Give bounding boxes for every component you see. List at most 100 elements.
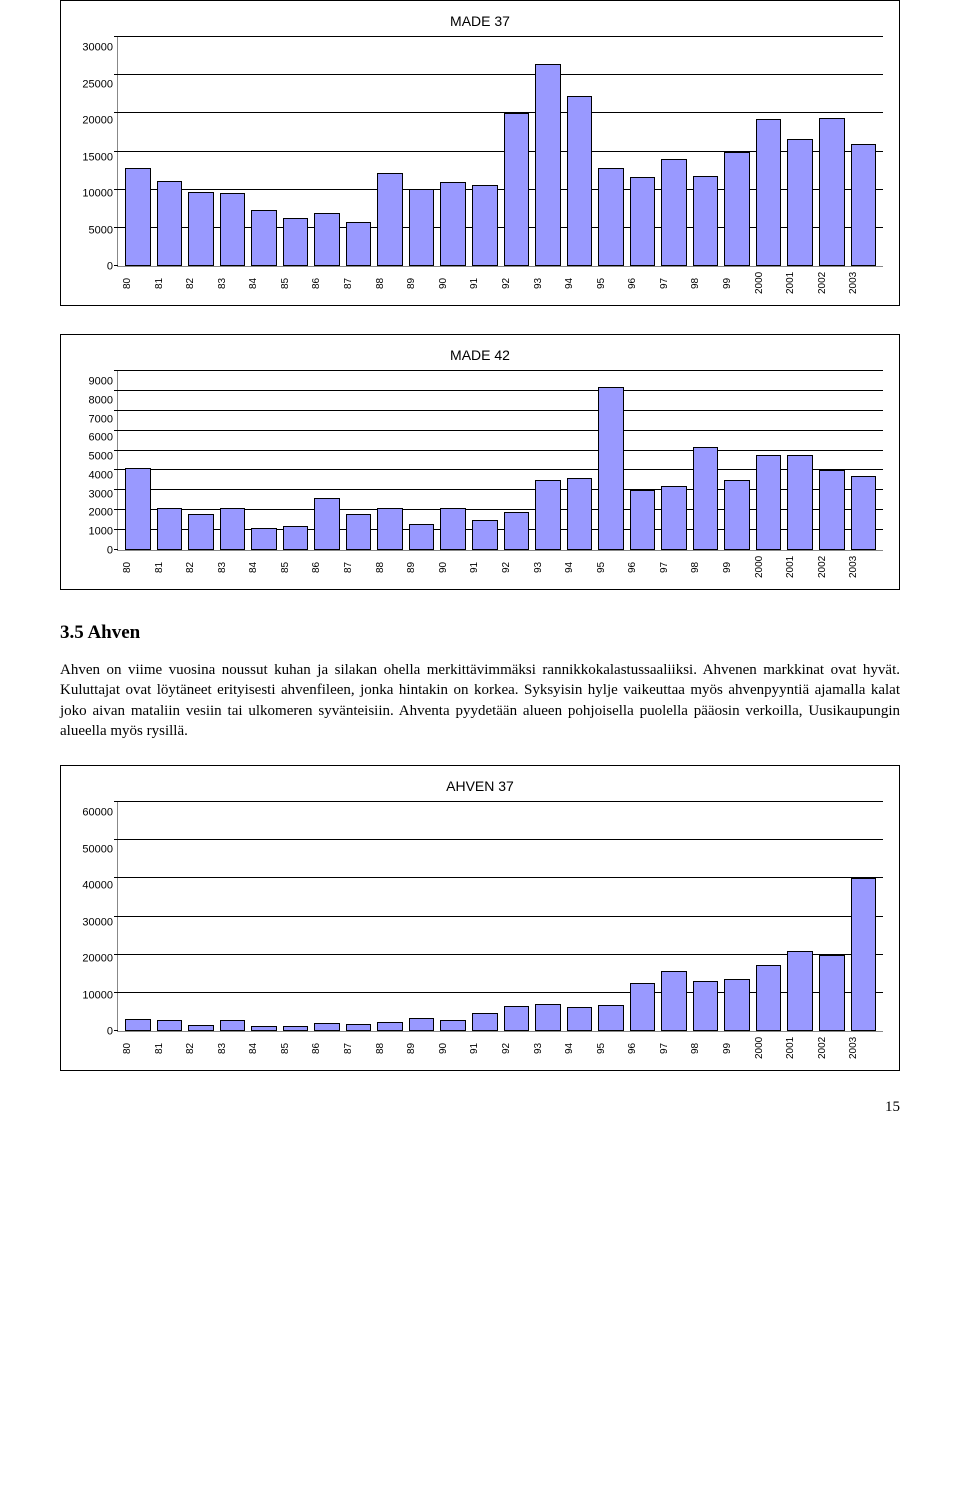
bar xyxy=(819,118,845,266)
bar xyxy=(409,189,435,266)
y-axis-label: 30000 xyxy=(77,43,113,54)
bar xyxy=(567,96,593,266)
x-axis-label: 98 xyxy=(691,269,719,297)
chart-x-axis: 8081828384858687888990919293949596979899… xyxy=(117,269,883,297)
y-axis-label: 30000 xyxy=(77,917,113,928)
bar xyxy=(472,185,498,266)
y-axis-label: 5000 xyxy=(77,452,113,463)
x-axis-label: 98 xyxy=(691,1034,719,1062)
bar xyxy=(693,981,719,1031)
x-axis-label: 89 xyxy=(407,269,435,297)
x-axis-label: 91 xyxy=(470,1034,498,1062)
x-axis-label: 82 xyxy=(186,269,214,297)
x-axis-label: 86 xyxy=(312,269,340,297)
bar xyxy=(409,524,435,550)
x-axis-label: 90 xyxy=(439,269,467,297)
bar xyxy=(598,168,624,266)
bar xyxy=(188,514,214,550)
y-axis-label: 10000 xyxy=(77,990,113,1001)
x-axis-label: 90 xyxy=(439,1034,467,1062)
bar xyxy=(661,159,687,266)
x-axis-label: 85 xyxy=(281,553,309,581)
x-axis-label: 87 xyxy=(344,269,372,297)
x-axis-label: 97 xyxy=(660,269,688,297)
bar xyxy=(724,979,750,1031)
body-paragraph: Ahven on viime vuosina noussut kuhan ja … xyxy=(60,660,900,741)
chart-title: AHVEN 37 xyxy=(77,778,883,794)
y-axis-label: 6000 xyxy=(77,433,113,444)
bar xyxy=(756,119,782,266)
bar xyxy=(535,64,561,266)
bar xyxy=(125,1019,151,1031)
y-axis-label: 0 xyxy=(77,1027,113,1038)
bar xyxy=(251,1026,277,1031)
bar xyxy=(661,971,687,1031)
x-axis-label: 2003 xyxy=(849,553,877,581)
y-axis-label: 7000 xyxy=(77,414,113,425)
x-axis-label: 99 xyxy=(723,553,751,581)
bar xyxy=(188,1025,214,1031)
bars-container xyxy=(118,371,883,550)
bar xyxy=(314,213,340,266)
bar xyxy=(472,520,498,550)
bar xyxy=(157,1020,183,1031)
x-axis-label: 89 xyxy=(407,1034,435,1062)
bar xyxy=(220,1020,246,1031)
bar xyxy=(787,951,813,1031)
y-axis-label: 10000 xyxy=(77,189,113,200)
bar xyxy=(283,526,309,550)
x-axis-label: 2001 xyxy=(786,269,814,297)
bar xyxy=(756,965,782,1031)
x-axis-label: 81 xyxy=(155,269,183,297)
x-axis-label: 92 xyxy=(502,1034,530,1062)
chart-plot-wrap: 0100002000030000400005000060000 xyxy=(77,802,883,1032)
y-axis-label: 25000 xyxy=(77,79,113,90)
x-axis-label: 84 xyxy=(249,553,277,581)
x-axis-label: 99 xyxy=(723,269,751,297)
x-axis-label: 93 xyxy=(534,553,562,581)
x-axis-label: 83 xyxy=(218,269,246,297)
x-axis-label: 85 xyxy=(281,1034,309,1062)
x-axis-label: 2003 xyxy=(849,1034,877,1062)
bar xyxy=(283,218,309,266)
x-axis-label: 90 xyxy=(439,553,467,581)
y-axis-label: 4000 xyxy=(77,470,113,481)
x-axis-label: 86 xyxy=(312,1034,340,1062)
x-axis-label: 82 xyxy=(186,1034,214,1062)
bar xyxy=(630,177,656,266)
x-axis-label: 2000 xyxy=(755,1034,783,1062)
bar xyxy=(535,480,561,550)
chart-title: MADE 42 xyxy=(77,347,883,363)
x-axis-label: 96 xyxy=(628,553,656,581)
x-axis-label: 96 xyxy=(628,269,656,297)
bar xyxy=(125,168,151,266)
y-axis-label: 0 xyxy=(77,545,113,556)
x-axis-label: 89 xyxy=(407,553,435,581)
bar xyxy=(409,1018,435,1031)
bar xyxy=(693,447,719,550)
x-axis-label: 97 xyxy=(660,1034,688,1062)
y-axis-label: 0 xyxy=(77,262,113,273)
page-number: 15 xyxy=(60,1099,900,1116)
bar xyxy=(283,1026,309,1031)
x-axis-label: 99 xyxy=(723,1034,751,1062)
bar xyxy=(787,455,813,550)
x-axis-label: 95 xyxy=(597,1034,625,1062)
bar xyxy=(220,508,246,550)
y-axis-label: 50000 xyxy=(77,844,113,855)
chart-ahven37: AHVEN 37 0100002000030000400005000060000… xyxy=(60,765,900,1071)
x-axis-label: 2002 xyxy=(818,553,846,581)
chart-title: MADE 37 xyxy=(77,13,883,29)
x-axis-label: 83 xyxy=(218,1034,246,1062)
bar xyxy=(535,1004,561,1031)
bar xyxy=(188,192,214,266)
chart-y-axis: 0100002000030000400005000060000 xyxy=(77,802,117,1032)
x-axis-label: 97 xyxy=(660,553,688,581)
bar xyxy=(157,508,183,550)
x-axis-label: 80 xyxy=(123,269,151,297)
x-axis-label: 94 xyxy=(565,269,593,297)
x-axis-label: 2003 xyxy=(849,269,877,297)
y-axis-label: 2000 xyxy=(77,508,113,519)
chart-y-axis: 050001000015000200002500030000 xyxy=(77,37,117,267)
bar xyxy=(819,470,845,550)
